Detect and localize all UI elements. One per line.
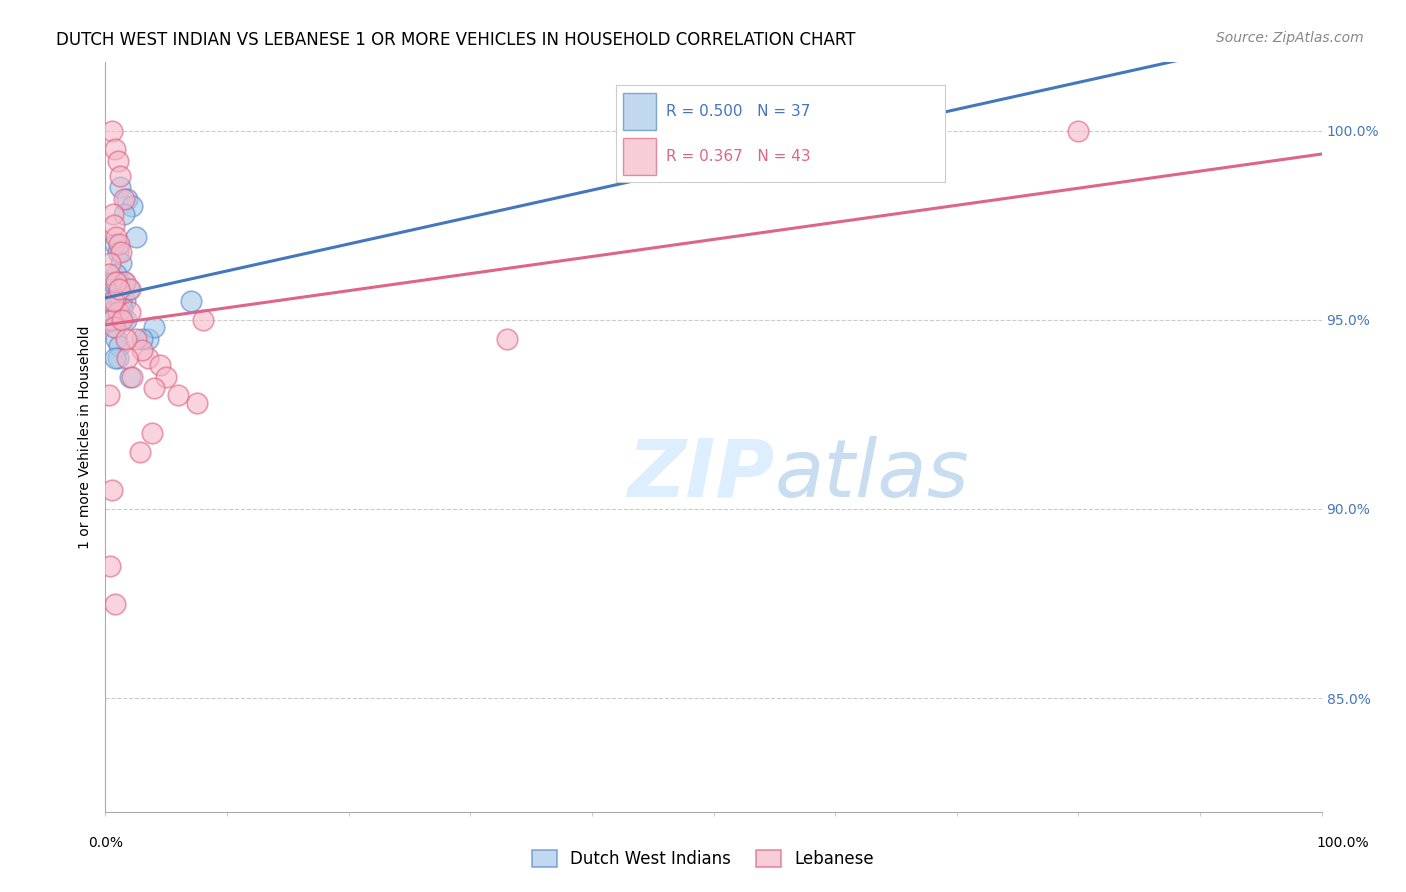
Point [98,283,121,297]
Point [167,388,190,402]
Point [101,275,124,289]
Point [100,483,122,497]
Point [117,351,139,365]
Point [101,293,124,308]
Text: atlas: atlas [775,435,969,514]
Point [98,388,121,402]
Text: ZIP: ZIP [627,435,775,514]
Point [103,320,125,334]
Point [108,275,131,289]
Point [112,192,135,206]
Point [897,123,920,137]
Point [103,283,125,297]
Point [180,293,202,308]
Point [118,283,141,297]
Point [104,351,127,365]
Point [108,237,131,252]
Point [108,339,131,353]
Point [143,320,166,334]
Point [103,293,125,308]
Point [125,332,148,346]
Point [104,143,127,157]
Point [108,180,131,194]
Legend: Dutch West Indians, Lebanese: Dutch West Indians, Lebanese [526,843,880,875]
Point [98,256,121,270]
Point [98,268,121,282]
Text: DUTCH WEST INDIAN VS LEBANESE 1 OR MORE VEHICLES IN HOUSEHOLD CORRELATION CHART: DUTCH WEST INDIAN VS LEBANESE 1 OR MORE … [56,31,856,49]
Point [131,343,153,357]
Point [131,332,153,346]
Point [105,332,128,346]
Text: Source: ZipAtlas.com: Source: ZipAtlas.com [1216,31,1364,45]
Point [495,332,517,346]
Point [105,268,128,282]
Point [108,169,131,183]
Point [104,237,127,252]
Y-axis label: 1 or more Vehicles in Household: 1 or more Vehicles in Household [79,326,93,549]
Point [107,351,129,365]
Point [104,597,127,611]
Point [108,312,131,326]
Point [128,445,150,459]
Point [105,275,128,289]
Point [101,286,124,301]
Point [121,199,143,213]
Point [107,244,129,259]
Point [105,229,128,244]
Point [100,305,122,319]
Point [107,305,129,319]
Point [110,293,132,308]
Point [100,312,122,326]
Point [1067,123,1090,137]
Point [98,312,121,326]
Point [141,426,163,441]
Point [110,256,132,270]
Point [118,305,141,319]
Point [104,293,127,308]
Point [112,275,135,289]
Point [115,332,138,346]
Text: 100.0%: 100.0% [1316,836,1369,850]
Point [136,332,159,346]
Point [107,153,129,168]
Point [117,283,139,297]
Point [104,320,127,334]
Point [111,312,134,326]
Point [110,244,132,259]
Point [100,305,122,319]
Point [775,123,797,137]
Point [136,351,159,365]
Point [115,312,138,326]
Text: 0.0%: 0.0% [89,836,122,850]
Point [118,369,141,384]
Point [114,275,136,289]
Point [98,558,121,573]
Point [149,358,172,372]
Point [111,301,134,316]
Point [191,312,214,326]
Point [117,192,139,206]
Point [125,229,148,244]
Point [143,381,166,395]
Point [114,293,136,308]
Point [101,207,124,221]
Point [186,396,208,410]
Point [121,369,143,384]
Point [100,123,122,137]
Point [112,207,135,221]
Point [103,218,125,232]
Point [108,283,131,297]
Point [155,369,177,384]
